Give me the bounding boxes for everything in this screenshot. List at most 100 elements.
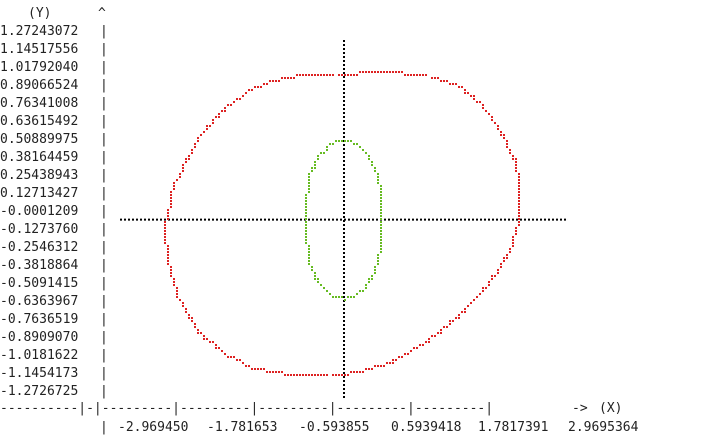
data-point (482, 107, 484, 109)
y-tick-label: 0.89066524 (0, 78, 78, 93)
data-point (506, 257, 508, 259)
data-point (254, 368, 256, 370)
data-point (212, 341, 214, 343)
data-point (377, 173, 379, 175)
data-point (191, 149, 193, 151)
data-point (245, 92, 247, 94)
data-point (344, 374, 346, 376)
data-point (257, 86, 259, 88)
data-point (473, 95, 475, 97)
data-point (515, 158, 517, 160)
data-point (518, 212, 520, 214)
data-point (173, 185, 175, 187)
data-point (398, 356, 400, 358)
data-point (500, 263, 502, 265)
data-point (380, 71, 382, 73)
data-point (380, 185, 382, 187)
data-point (455, 83, 457, 85)
data-point (515, 233, 517, 235)
data-point (164, 230, 166, 232)
data-point (317, 374, 319, 376)
data-point (374, 365, 376, 367)
data-point (512, 155, 514, 157)
data-point (416, 347, 418, 349)
data-point (518, 173, 520, 175)
data-point (233, 356, 235, 358)
data-point (329, 293, 331, 295)
data-point (164, 221, 166, 223)
y-tick-label: -0.1273760 (0, 222, 78, 237)
data-point (380, 242, 382, 244)
data-point (173, 182, 175, 184)
data-point (320, 152, 322, 154)
data-point (515, 230, 517, 232)
data-point (356, 74, 358, 76)
data-point (512, 242, 514, 244)
data-point (347, 74, 349, 76)
data-point (383, 71, 385, 73)
y-axis-bar: | (100, 204, 108, 219)
data-point (518, 185, 520, 187)
data-point (218, 347, 220, 349)
data-point (506, 140, 508, 142)
data-point (515, 164, 517, 166)
data-point (317, 278, 319, 280)
data-point (170, 194, 172, 196)
data-point (188, 155, 190, 157)
data-point (380, 209, 382, 211)
data-point (371, 368, 373, 370)
data-point (515, 161, 517, 163)
data-point (377, 257, 379, 259)
data-point (182, 302, 184, 304)
data-point (314, 74, 316, 76)
data-point (308, 74, 310, 76)
data-point (359, 71, 361, 73)
data-point (209, 341, 211, 343)
data-point (194, 323, 196, 325)
x-tick-label: -1.781653 (207, 420, 277, 435)
data-point (338, 74, 340, 76)
data-point (509, 248, 511, 250)
data-point (167, 209, 169, 211)
data-point (413, 74, 415, 76)
data-point (365, 284, 367, 286)
data-point (482, 290, 484, 292)
data-point (482, 287, 484, 289)
data-point (410, 350, 412, 352)
y-axis-bar: | (100, 258, 108, 273)
data-point (362, 71, 364, 73)
data-point (350, 74, 352, 76)
data-point (380, 251, 382, 253)
data-point (197, 137, 199, 139)
data-point (380, 224, 382, 226)
data-point (377, 260, 379, 262)
data-point (164, 236, 166, 238)
data-point (305, 239, 307, 241)
data-point (368, 278, 370, 280)
y-axis-bar: | (100, 78, 108, 93)
data-point (380, 221, 382, 223)
data-point (272, 371, 274, 373)
data-point (209, 125, 211, 127)
data-point (305, 221, 307, 223)
data-point (308, 260, 310, 262)
data-point (167, 212, 169, 214)
data-point (497, 272, 499, 274)
data-point (332, 143, 334, 145)
data-point (233, 101, 235, 103)
axes (120, 40, 568, 398)
data-point (503, 257, 505, 259)
y-axis-label: (Y) (28, 6, 51, 21)
y-axis-bar: | (100, 42, 108, 57)
data-point (323, 152, 325, 154)
data-point (260, 368, 262, 370)
y-tick-label: 0.12713427 (0, 186, 78, 201)
data-point (293, 374, 295, 376)
data-point (182, 164, 184, 166)
data-point (263, 368, 265, 370)
data-point (368, 368, 370, 370)
data-point (359, 371, 361, 373)
data-point (509, 149, 511, 151)
data-point (287, 77, 289, 79)
data-point (506, 254, 508, 256)
